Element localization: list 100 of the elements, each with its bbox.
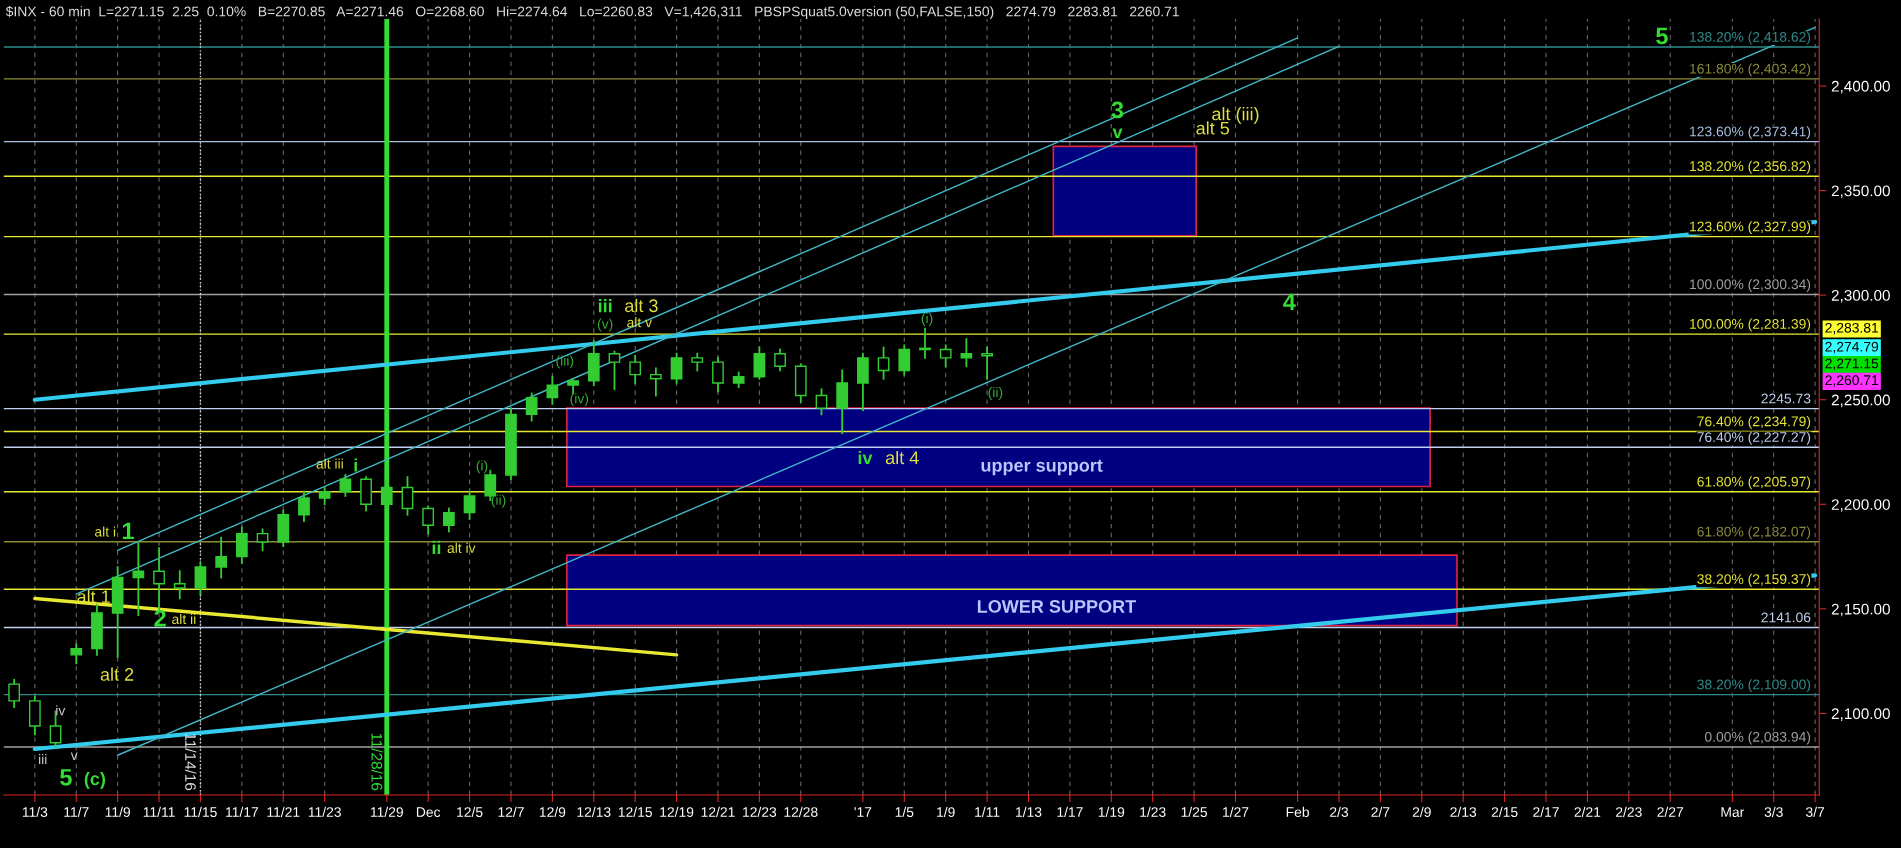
x-tick-label: 1/19 [1098, 806, 1125, 818]
annotation: 5 [60, 769, 72, 786]
candlestick [235, 526, 248, 564]
x-tick-label: 12/15 [618, 806, 652, 818]
ref-line-label: 61.80% (2,182.07) [1697, 526, 1811, 540]
y-tick-label: 2,350.00 [1831, 185, 1890, 199]
x-tick-label: 12/19 [660, 806, 694, 818]
x-tick-label: 11/21 [267, 806, 300, 818]
candlestick [256, 528, 269, 552]
annotation: 4 [1283, 293, 1296, 311]
y-tick-label: 2,100.00 [1831, 708, 1890, 721]
annotation: (iv) [570, 393, 589, 407]
candlestick [70, 643, 83, 665]
annotation: alt 4 [885, 450, 919, 465]
annotation: alt iv [447, 542, 476, 553]
x-tick-label: Feb [1286, 806, 1309, 818]
annotation: 1 [122, 522, 134, 540]
candlestick [525, 392, 538, 422]
x-tick-label: 11/29 [370, 806, 403, 818]
ref-line-label: 138.20% (2,356.82) [1690, 160, 1811, 174]
y-tick-label: 2,250.00 [1831, 394, 1890, 408]
annotation: (i) [921, 312, 933, 326]
annotation: (i) [476, 460, 488, 474]
x-tick-label: 12/7 [498, 806, 524, 818]
x-tick-label: 11/3 [22, 806, 48, 818]
x-tick-label: 11/17 [226, 806, 259, 818]
ref-line-label: 2245.73 [1761, 393, 1811, 404]
candlestick [173, 570, 186, 600]
x-tick-label: 12/9 [539, 806, 566, 818]
x-tick-label: 2/13 [1450, 806, 1477, 818]
ref-line-label: 0.00% (2,083.94) [1704, 731, 1811, 745]
candlestick [380, 478, 393, 510]
annotation: v [70, 752, 78, 760]
candlestick [298, 490, 310, 522]
x-tick-label: 1/5 [895, 806, 914, 818]
ref-line-label: 11/14/16 [185, 733, 197, 791]
annotation: alt 5 [1196, 121, 1230, 135]
x-tick-label: 12/21 [701, 806, 735, 818]
annotation: alt 1 [77, 589, 110, 604]
candlestick [670, 352, 683, 384]
x-tick-label: 11/11 [143, 806, 175, 818]
annotation: alt ii [172, 613, 196, 625]
candlestick [629, 354, 642, 384]
x-tick-label: 1/9 [937, 806, 955, 818]
ref-line-label: 76.40% (2,234.79) [1697, 416, 1811, 430]
candlestick [401, 476, 414, 516]
candlestick [898, 344, 911, 376]
ref-line-label: 138.20% (2,418.62) [1690, 31, 1811, 45]
ref-line-label: 11/28/16 [371, 733, 383, 791]
annotation: iii [39, 754, 47, 765]
annotation: alt i [95, 526, 116, 537]
ref-line-label: 123.60% (2,327.99) [1690, 221, 1811, 235]
x-tick-label: 2/21 [1574, 806, 1601, 818]
x-tick-label: 11/9 [105, 806, 130, 818]
candlestick [546, 375, 559, 405]
annotation: i [354, 458, 357, 472]
candlestick [650, 367, 662, 397]
x-tick-label: 3/7 [1805, 806, 1825, 818]
ref-line-label: 76.40% (2,227.27) [1697, 431, 1811, 445]
band-label: LOWER SUPPORT [977, 600, 1136, 613]
y-tick-label: 2,400.00 [1831, 80, 1890, 94]
candlestick [774, 348, 786, 372]
text: 2,283.81 [1825, 322, 1879, 335]
candlestick [981, 346, 993, 380]
x-tick-label: 1/23 [1140, 806, 1166, 818]
x-tick-label: 12/28 [784, 806, 818, 818]
annotation: (c) [84, 771, 106, 789]
annotation: 2 [154, 609, 166, 627]
ref-line-label: 123.60% (2,373.41) [1690, 126, 1811, 140]
chart-title: $INX - 60 min L=2271.15 2.25 0.10% B=2270.85 A=2271.46 O=2268.60 Hi=2274.64 Lo=2260.83 V=1,426,311 PBSPSquat5.0version (50,FALSE,150) 2274.79 2283.81 2260.71 [5, 5, 1179, 20]
candlestick [194, 561, 207, 596]
x-tick-label: 2/15 [1491, 806, 1518, 818]
candlestick [132, 541, 145, 617]
candlestick [877, 346, 890, 380]
x-tick-label: Dec [416, 807, 441, 818]
ref-line-label: 61.80% (2,205.97) [1697, 476, 1811, 490]
annotation: (v) [597, 318, 613, 332]
x-tick-label: 11/23 [308, 806, 341, 818]
annotation: iii [598, 299, 612, 313]
candlestick [712, 356, 724, 393]
annotation: alt iii [316, 458, 343, 469]
x-tick-label: 1/25 [1181, 806, 1208, 818]
annotation: ii [432, 540, 441, 554]
annotation: 5 [1656, 27, 1668, 45]
x-tick-label: Mar [1721, 807, 1745, 818]
candlestick [8, 679, 21, 709]
x-tick-label: '17 [854, 807, 872, 817]
x-tick-label: 2/7 [1371, 806, 1390, 818]
annotation: (ii) [988, 386, 1003, 400]
annotation: 3 [1111, 101, 1124, 119]
x-tick-label: 2/27 [1657, 806, 1684, 818]
candlestick [463, 490, 476, 520]
x-tick-label: 3/3 [1764, 806, 1783, 818]
text: 2,274.79 [1825, 341, 1879, 354]
x-tick-label: 1/27 [1223, 806, 1249, 818]
x-tick-label: 1/17 [1057, 806, 1083, 818]
x-tick-label: 12/5 [457, 806, 483, 818]
candlestick [153, 547, 165, 612]
annotation: alt 3 [625, 298, 658, 313]
ref-line-label: 100.00% (2,300.34) [1690, 278, 1811, 292]
